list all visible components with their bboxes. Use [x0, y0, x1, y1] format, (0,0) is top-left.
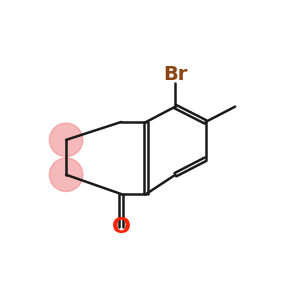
Text: Br: Br — [163, 64, 188, 84]
Text: O: O — [112, 217, 131, 237]
Circle shape — [50, 123, 83, 157]
Circle shape — [50, 158, 83, 191]
